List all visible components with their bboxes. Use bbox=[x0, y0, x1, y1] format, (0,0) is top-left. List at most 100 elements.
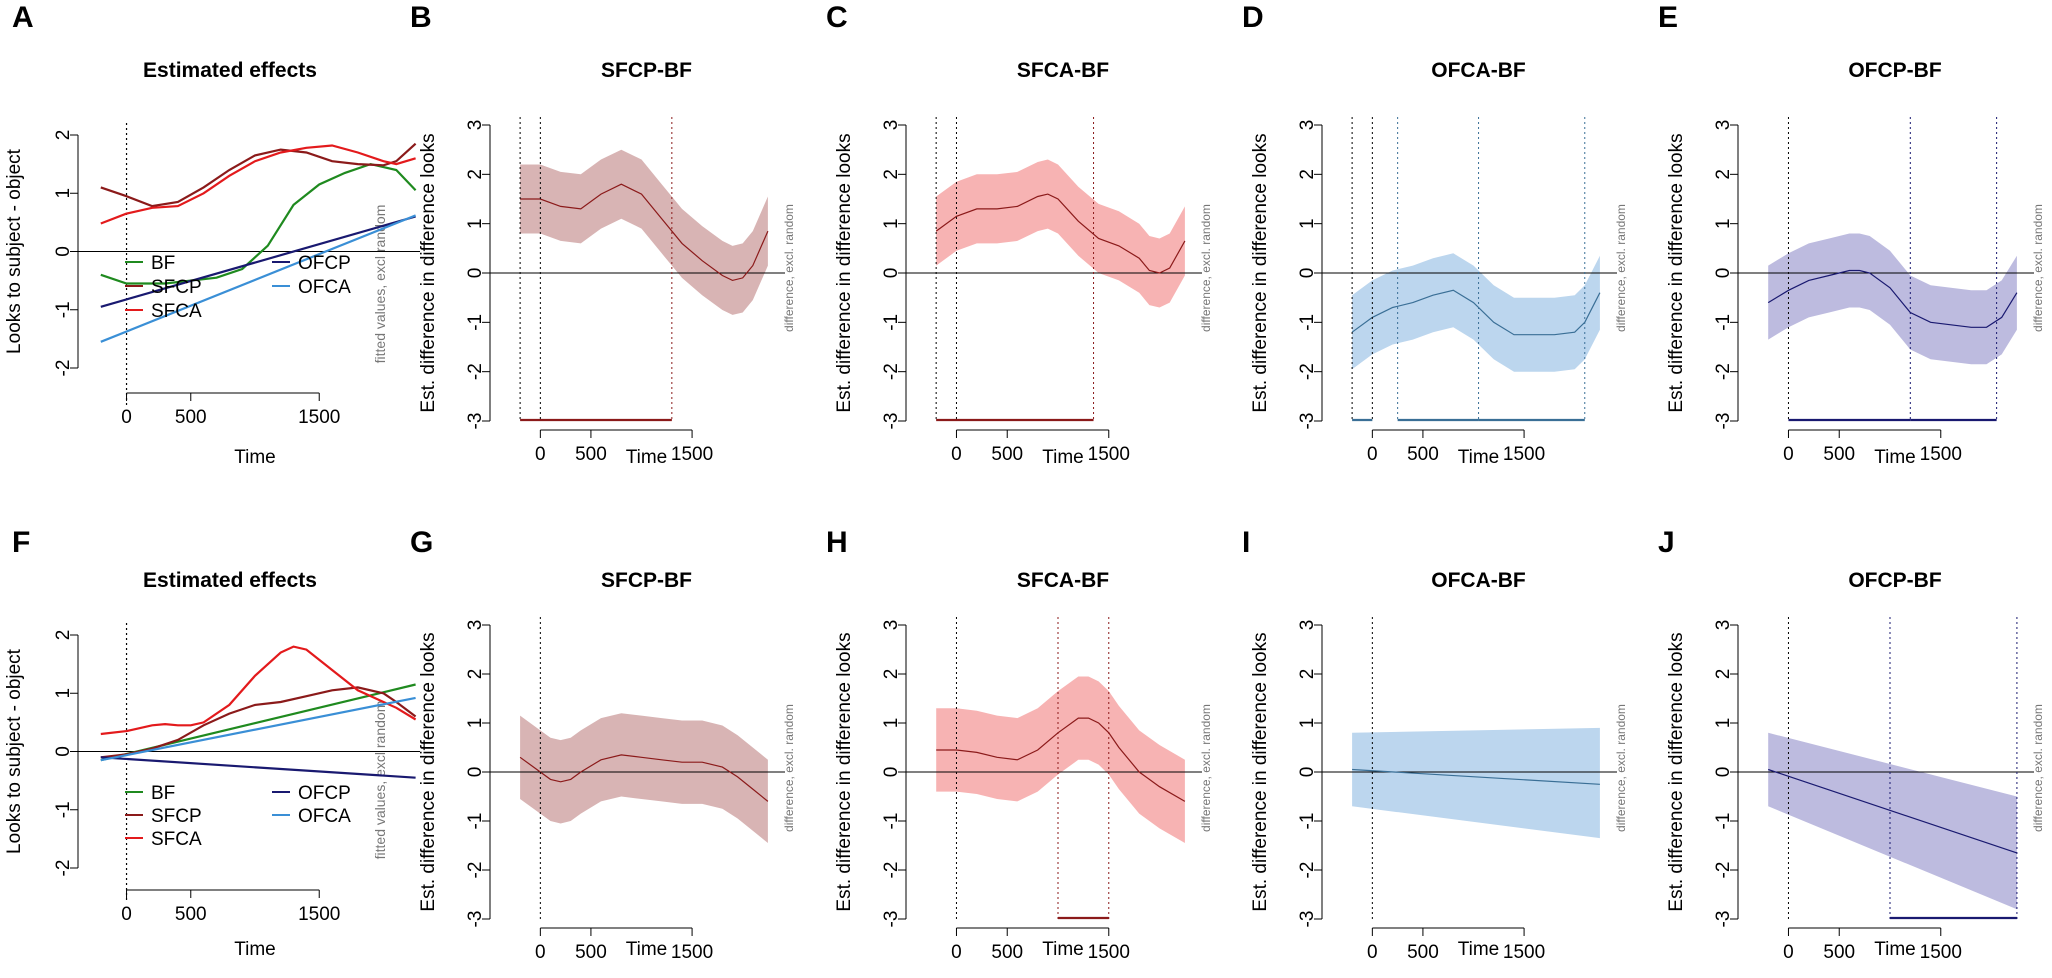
x-tick-label: 500 bbox=[1823, 942, 1855, 963]
y-tick-label: 0 bbox=[881, 767, 902, 778]
right-axis-label: difference, excl. random bbox=[782, 204, 796, 332]
panel-label: G bbox=[410, 526, 433, 559]
y-tick-label: -3 bbox=[465, 413, 486, 430]
y-tick-label: 1 bbox=[1713, 218, 1734, 229]
x-tick-label: 1500 bbox=[1503, 942, 1545, 963]
x-tick-label: 500 bbox=[991, 444, 1023, 465]
panel-a: A Estimated effects -2 -1 0 1 2 Looks to subjec… bbox=[4, 1, 420, 468]
y-tick-label: 2 bbox=[53, 130, 74, 141]
legend-item-sfcp: SFCP bbox=[151, 277, 202, 298]
y-tick-label: -2 bbox=[881, 363, 902, 380]
y-tick-label: 2 bbox=[881, 669, 902, 680]
panel-j: J OFCP-BF -3 -2 -1 0 1 2 3 Est. difference in dif… bbox=[1658, 526, 2045, 963]
y-axis-label: Est. difference in difference looks bbox=[834, 133, 855, 412]
x-tick-label: 1500 bbox=[298, 407, 340, 428]
confidence-band bbox=[1768, 732, 2017, 910]
y-axis-label: Looks to subject - object bbox=[4, 148, 25, 354]
y-tick-label: -1 bbox=[1713, 813, 1734, 830]
legend-item-sfcp: SFCP bbox=[151, 806, 202, 827]
y-tick-label: 1 bbox=[1713, 718, 1734, 729]
x-tick-label: 0 bbox=[535, 444, 546, 465]
y-tick-label: 3 bbox=[1713, 120, 1734, 131]
legend-item-bf: BF bbox=[151, 253, 175, 274]
y-tick-label: 2 bbox=[465, 169, 486, 180]
y-tick-label: 3 bbox=[881, 120, 902, 131]
panel-h: H SFCA-BF -3 -2 -1 0 1 2 3 Est. difference in dif… bbox=[826, 526, 1213, 963]
panel-label: J bbox=[1658, 526, 1675, 559]
confidence-band bbox=[936, 159, 1185, 308]
x-axis-label: Time bbox=[1874, 939, 1916, 960]
y-tick-label: 2 bbox=[1713, 669, 1734, 680]
x-tick-label: 1500 bbox=[1088, 444, 1130, 465]
legend-item-ofcp: OFCP bbox=[298, 253, 351, 274]
legend-item-bf: BF bbox=[151, 783, 175, 804]
confidence-band bbox=[936, 676, 1185, 843]
x-tick-label: 1500 bbox=[1920, 942, 1962, 963]
x-axis-label: Time bbox=[1458, 447, 1500, 468]
y-axis-label: Looks to subject - object bbox=[4, 648, 25, 854]
y-axis-label: Est. difference in difference looks bbox=[1250, 632, 1271, 911]
y-tick-label: 1 bbox=[1297, 218, 1318, 229]
y-axis-label: Est. difference in difference looks bbox=[1250, 133, 1271, 412]
y-tick-label: -3 bbox=[465, 911, 486, 928]
legend-item-ofca: OFCA bbox=[298, 277, 351, 298]
right-axis-label: difference, excl. random bbox=[1614, 204, 1628, 332]
series-ofcp bbox=[100, 215, 416, 308]
y-tick-label: -1 bbox=[1713, 314, 1734, 331]
panel-title: OFCP-BF bbox=[1848, 59, 1941, 82]
y-tick-label: 1 bbox=[881, 218, 902, 229]
panel-title: Estimated effects bbox=[143, 59, 317, 82]
panel-label: C bbox=[826, 1, 848, 34]
x-tick-label: 500 bbox=[575, 444, 607, 465]
legend-item-ofcp: OFCP bbox=[298, 783, 351, 804]
y-tick-label: -1 bbox=[53, 801, 74, 818]
y-tick-label: 0 bbox=[465, 268, 486, 279]
right-axis-label: fitted values, excl random bbox=[372, 701, 388, 860]
y-tick-label: 0 bbox=[53, 746, 74, 757]
right-axis-label: fitted values, excl random bbox=[372, 205, 388, 364]
panel-g: G SFCP-BF -3 -2 -1 0 1 2 3 Est. difference in dif… bbox=[410, 526, 796, 963]
y-axis-label: Est. difference in difference looks bbox=[1666, 632, 1687, 911]
panel-title: SFCA-BF bbox=[1017, 59, 1109, 82]
y-tick-label: -2 bbox=[881, 862, 902, 879]
y-tick-label: 0 bbox=[881, 268, 902, 279]
panel-title: OFCP-BF bbox=[1848, 569, 1941, 592]
x-tick-label: 0 bbox=[951, 444, 962, 465]
y-tick-label: 1 bbox=[465, 718, 486, 729]
y-tick-label: 0 bbox=[1713, 268, 1734, 279]
x-axis-label: Time bbox=[1458, 939, 1500, 960]
y-tick-label: -1 bbox=[1297, 314, 1318, 331]
estimate-line bbox=[1352, 768, 1600, 785]
right-axis-label: difference, excl. random bbox=[2031, 204, 2045, 332]
estimate-line bbox=[519, 754, 769, 802]
estimate-line bbox=[1767, 269, 2018, 328]
y-tick-label: -2 bbox=[1713, 363, 1734, 380]
y-tick-label: -3 bbox=[881, 413, 902, 430]
x-tick-label: 0 bbox=[1367, 444, 1378, 465]
panel-title: OFCA-BF bbox=[1431, 59, 1526, 82]
y-tick-label: 2 bbox=[1297, 669, 1318, 680]
y-tick-label: -2 bbox=[1297, 862, 1318, 879]
panel-title: Estimated effects bbox=[143, 569, 317, 592]
y-tick-label: 1 bbox=[881, 718, 902, 729]
x-axis-label: Time bbox=[626, 939, 668, 960]
panel-label: F bbox=[12, 526, 30, 559]
y-axis-label: Est. difference in difference looks bbox=[834, 632, 855, 911]
x-tick-label: 0 bbox=[121, 407, 132, 428]
y-tick-label: 2 bbox=[1297, 169, 1318, 180]
panel-d: D OFCA-BF -3 -2 -1 0 1 2 3 Est. difference in dif… bbox=[1242, 1, 1628, 468]
y-tick-label: -1 bbox=[881, 813, 902, 830]
legend-item-sfca: SFCA bbox=[151, 829, 202, 850]
y-tick-label: -1 bbox=[881, 314, 902, 331]
x-axis-label: Time bbox=[1042, 939, 1084, 960]
x-tick-label: 1500 bbox=[1503, 444, 1545, 465]
y-tick-label: -2 bbox=[1713, 862, 1734, 879]
estimate-line bbox=[1351, 289, 1601, 336]
y-axis-label: Est. difference in difference looks bbox=[418, 632, 439, 911]
series-ofca bbox=[100, 696, 416, 762]
x-tick-label: 0 bbox=[1367, 942, 1378, 963]
y-tick-label: 2 bbox=[53, 630, 74, 641]
confidence-band bbox=[1352, 727, 1600, 839]
y-tick-label: -1 bbox=[465, 314, 486, 331]
x-tick-label: 1500 bbox=[1088, 942, 1130, 963]
